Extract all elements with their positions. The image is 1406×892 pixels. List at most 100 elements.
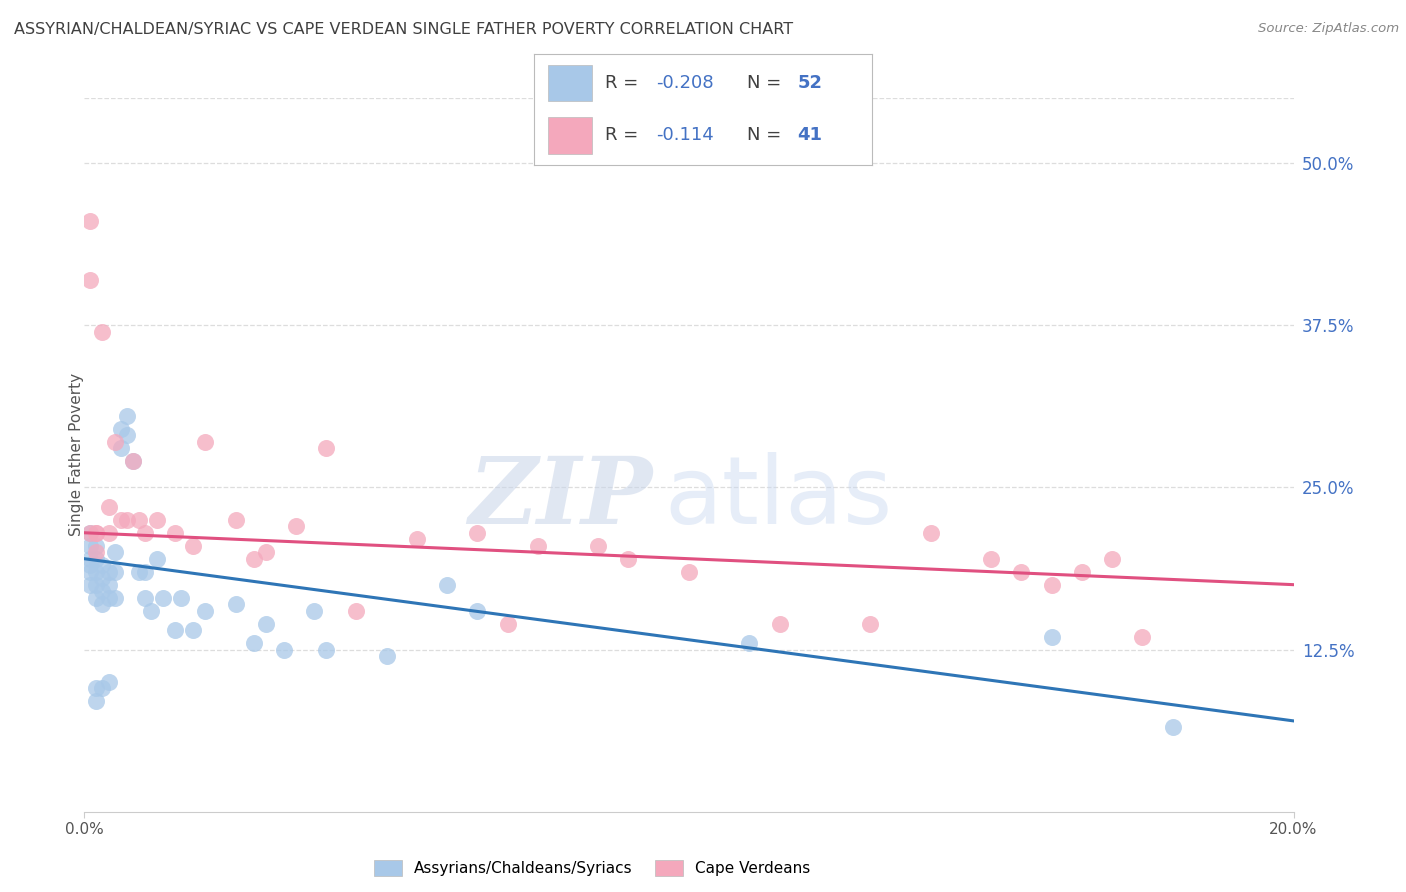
Point xyxy=(920,525,942,540)
Point xyxy=(406,533,429,547)
Y-axis label: Single Father Poverty: Single Father Poverty xyxy=(69,374,83,536)
Point xyxy=(1130,630,1153,644)
Point xyxy=(285,519,308,533)
Point xyxy=(315,442,337,456)
Point xyxy=(110,513,132,527)
Point xyxy=(181,623,204,637)
Point xyxy=(980,551,1002,566)
Point xyxy=(79,273,101,287)
Point xyxy=(134,591,156,605)
Point xyxy=(86,551,108,566)
Point xyxy=(97,577,120,591)
Point xyxy=(128,513,150,527)
Point xyxy=(678,565,700,579)
Point xyxy=(436,577,458,591)
Point xyxy=(496,616,519,631)
Point xyxy=(859,616,882,631)
Point xyxy=(1161,720,1184,734)
Point xyxy=(467,604,489,618)
Point xyxy=(134,525,156,540)
Point xyxy=(91,597,114,611)
Point xyxy=(242,636,264,650)
Point xyxy=(315,642,337,657)
Point xyxy=(79,551,101,566)
Point xyxy=(194,434,217,449)
Point xyxy=(79,525,101,540)
Text: atlas: atlas xyxy=(665,451,893,544)
Point xyxy=(273,642,295,657)
Point xyxy=(225,597,247,611)
Point xyxy=(79,525,101,540)
Text: -0.208: -0.208 xyxy=(655,74,713,92)
Point xyxy=(110,442,132,456)
Point xyxy=(91,558,114,573)
Point xyxy=(97,675,120,690)
Point xyxy=(97,525,120,540)
Point xyxy=(104,565,127,579)
Point xyxy=(86,591,108,605)
Point xyxy=(1071,565,1094,579)
Point xyxy=(165,525,187,540)
Point xyxy=(146,513,169,527)
Point xyxy=(86,525,108,540)
Point xyxy=(1040,630,1063,644)
Point xyxy=(738,636,761,650)
Point xyxy=(91,325,114,339)
Point xyxy=(152,591,174,605)
Point xyxy=(104,434,127,449)
Point xyxy=(139,604,162,618)
Legend: Assyrians/Chaldeans/Syriacs, Cape Verdeans: Assyrians/Chaldeans/Syriacs, Cape Verdea… xyxy=(368,855,817,882)
Point xyxy=(225,513,247,527)
Point xyxy=(242,551,264,566)
Point xyxy=(79,577,101,591)
Point xyxy=(134,565,156,579)
Point xyxy=(115,513,138,527)
Point xyxy=(254,545,277,559)
Point xyxy=(128,565,150,579)
Point xyxy=(375,648,398,663)
Point xyxy=(104,591,127,605)
Point xyxy=(97,565,120,579)
Point xyxy=(588,539,610,553)
Point xyxy=(467,525,489,540)
Point xyxy=(181,539,204,553)
Text: -0.114: -0.114 xyxy=(655,127,713,145)
Point xyxy=(527,539,550,553)
Point xyxy=(346,604,368,618)
Point xyxy=(121,454,143,468)
Text: ASSYRIAN/CHALDEAN/SYRIAC VS CAPE VERDEAN SINGLE FATHER POVERTY CORRELATION CHART: ASSYRIAN/CHALDEAN/SYRIAC VS CAPE VERDEAN… xyxy=(14,22,793,37)
Point xyxy=(91,681,114,696)
Text: R =: R = xyxy=(605,127,650,145)
Point xyxy=(769,616,792,631)
Point xyxy=(97,500,120,514)
Point xyxy=(86,545,108,559)
Point xyxy=(146,551,169,566)
Point xyxy=(170,591,193,605)
Point xyxy=(165,623,187,637)
Point xyxy=(254,616,277,631)
Point xyxy=(104,545,127,559)
Point xyxy=(1040,577,1063,591)
Point xyxy=(79,214,101,228)
Point xyxy=(86,577,108,591)
Text: 52: 52 xyxy=(797,74,823,92)
Text: ZIP: ZIP xyxy=(468,453,652,542)
Point xyxy=(617,551,640,566)
Text: N =: N = xyxy=(747,74,787,92)
Point xyxy=(1101,551,1123,566)
Point xyxy=(79,565,101,579)
Point xyxy=(302,604,325,618)
Point xyxy=(194,604,217,618)
Point xyxy=(115,428,138,442)
Text: N =: N = xyxy=(747,127,787,145)
Text: Source: ZipAtlas.com: Source: ZipAtlas.com xyxy=(1258,22,1399,36)
Point xyxy=(86,565,108,579)
Point xyxy=(121,454,143,468)
Point xyxy=(86,681,108,696)
Point xyxy=(115,409,138,423)
Point xyxy=(91,571,114,585)
Point xyxy=(110,422,132,436)
Point xyxy=(1011,565,1033,579)
Point xyxy=(86,694,108,708)
Point xyxy=(86,525,108,540)
